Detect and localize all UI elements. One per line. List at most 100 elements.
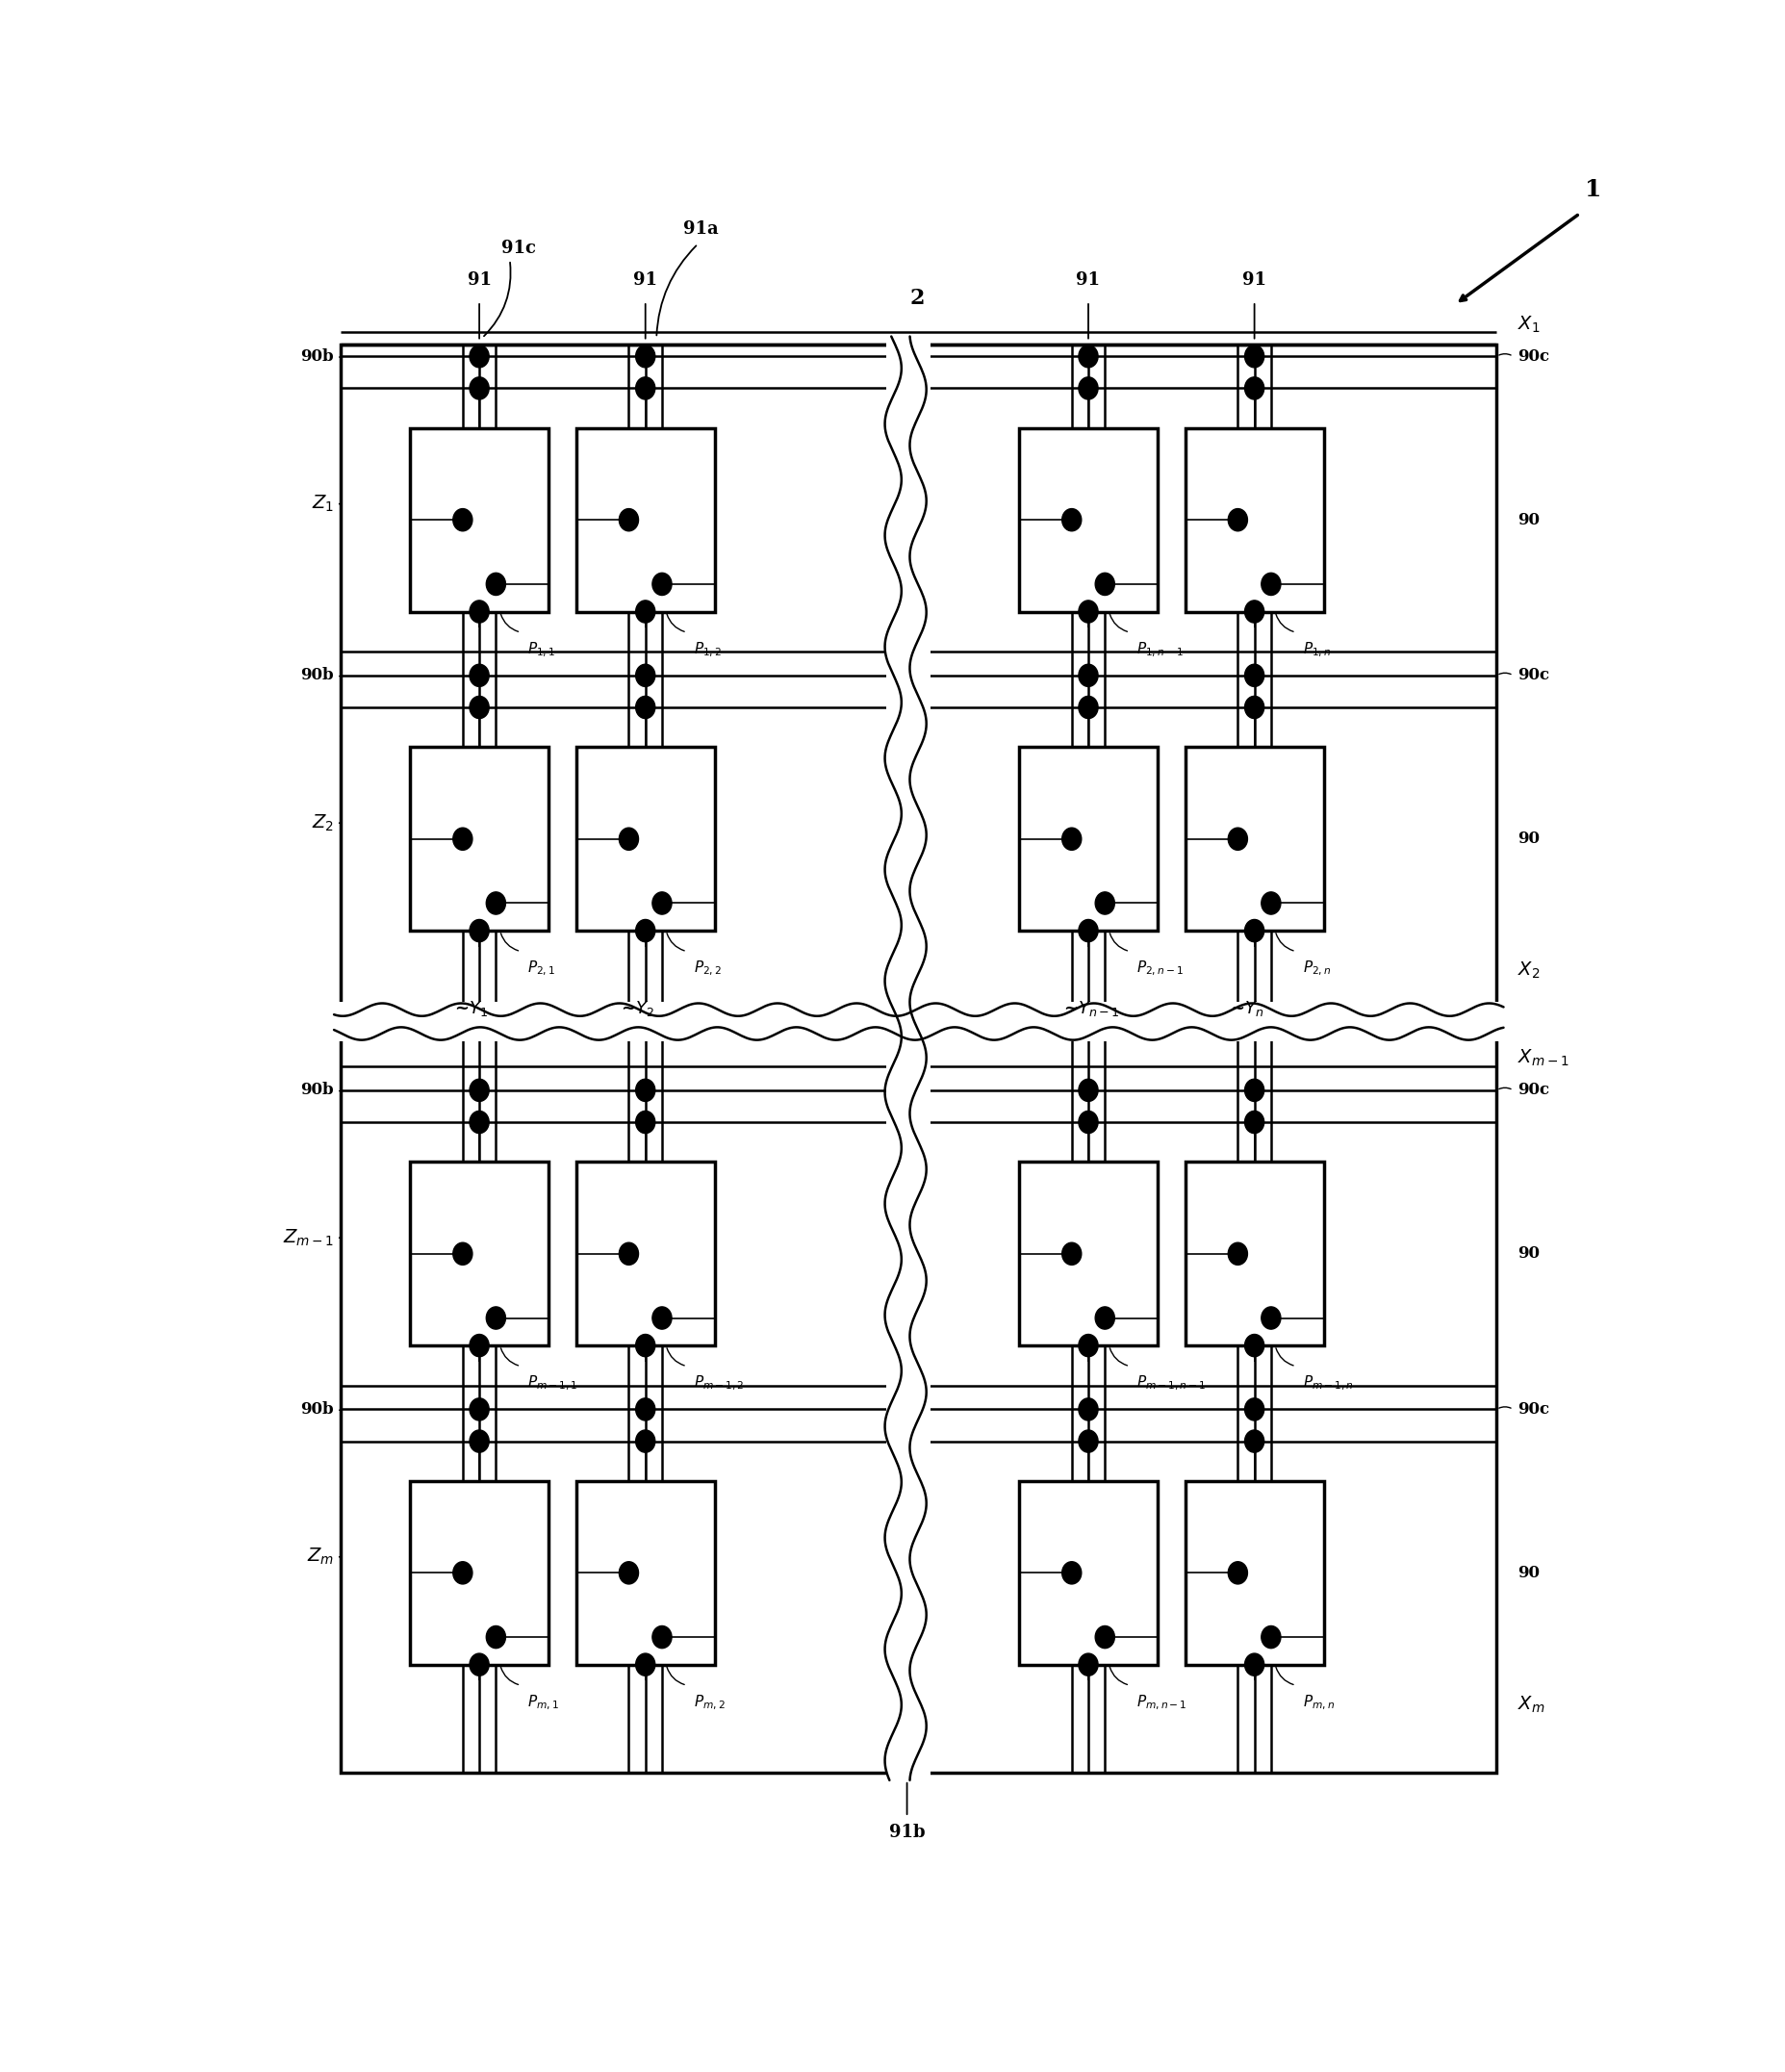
Circle shape: [1260, 1307, 1280, 1328]
Circle shape: [619, 1562, 639, 1583]
Circle shape: [1228, 1243, 1248, 1264]
Circle shape: [635, 696, 655, 719]
Circle shape: [1244, 696, 1264, 719]
Circle shape: [1260, 1627, 1280, 1647]
Circle shape: [1244, 665, 1264, 686]
Circle shape: [1062, 1243, 1082, 1264]
Text: 91: 91: [634, 271, 657, 288]
Text: $\mathit{P_{1,n}}$: $\mathit{P_{1,n}}$: [1303, 640, 1330, 659]
Circle shape: [469, 1430, 489, 1452]
Circle shape: [1260, 574, 1280, 595]
Text: 90: 90: [1517, 512, 1539, 528]
Text: $\mathit{P_{1,1}}$: $\mathit{P_{1,1}}$: [528, 640, 555, 659]
Text: $\mathit{P_{2,1}}$: $\mathit{P_{2,1}}$: [528, 959, 555, 978]
Bar: [341, 344, 1496, 1772]
Circle shape: [486, 1627, 505, 1647]
Circle shape: [1078, 1430, 1098, 1452]
Circle shape: [469, 601, 489, 624]
Text: $\mathit{X_m}$: $\mathit{X_m}$: [1517, 1695, 1544, 1716]
Text: 91: 91: [1076, 271, 1100, 288]
Circle shape: [469, 1399, 489, 1421]
Circle shape: [635, 1430, 655, 1452]
Circle shape: [635, 920, 655, 943]
Circle shape: [1244, 1430, 1264, 1452]
Circle shape: [635, 346, 655, 367]
Circle shape: [453, 1243, 471, 1264]
Circle shape: [1244, 920, 1264, 943]
Text: $\mathit{P_{2,n}}$: $\mathit{P_{2,n}}$: [1303, 959, 1330, 978]
Circle shape: [486, 574, 505, 595]
Bar: [577, 1162, 714, 1345]
Circle shape: [652, 1307, 671, 1328]
Text: 91: 91: [468, 271, 491, 288]
Text: 90: 90: [1517, 831, 1539, 847]
Text: $\mathit{P_{m-1,n-1}}$: $\mathit{P_{m-1,n-1}}$: [1137, 1374, 1207, 1392]
Circle shape: [619, 829, 639, 850]
Circle shape: [1244, 1653, 1264, 1676]
Circle shape: [486, 1307, 505, 1328]
Circle shape: [1078, 346, 1098, 367]
Text: 90c: 90c: [1517, 667, 1548, 684]
Text: $\mathit{Z_1}$: $\mathit{Z_1}$: [312, 493, 334, 514]
Bar: [577, 1481, 714, 1664]
Circle shape: [1094, 574, 1114, 595]
Text: 90c: 90c: [1517, 348, 1548, 365]
Circle shape: [1062, 829, 1082, 850]
Bar: [334, 1001, 1503, 1042]
Circle shape: [1244, 1334, 1264, 1357]
Bar: [411, 748, 548, 930]
Text: 90b: 90b: [300, 348, 334, 365]
Text: $\mathit{Z_m}$: $\mathit{Z_m}$: [307, 1546, 334, 1566]
Bar: [1019, 1481, 1157, 1664]
Bar: [577, 429, 714, 611]
Text: $\mathit{P_{m,n-1}}$: $\mathit{P_{m,n-1}}$: [1137, 1693, 1187, 1711]
Circle shape: [1062, 1562, 1082, 1583]
Text: ~$\mathit{Y_n}$: ~$\mathit{Y_n}$: [1228, 999, 1262, 1019]
Text: 2: 2: [909, 288, 925, 309]
Bar: [1019, 748, 1157, 930]
Bar: [1019, 429, 1157, 611]
Text: ~$\mathit{Y_2}$: ~$\mathit{Y_2}$: [619, 999, 653, 1019]
Circle shape: [453, 1562, 471, 1583]
Text: 90: 90: [1517, 1564, 1539, 1581]
Text: $\mathit{X_{m-1}}$: $\mathit{X_{m-1}}$: [1517, 1048, 1569, 1069]
Circle shape: [635, 1080, 655, 1102]
Circle shape: [635, 665, 655, 686]
Circle shape: [469, 1111, 489, 1133]
Circle shape: [1078, 1080, 1098, 1102]
Circle shape: [469, 696, 489, 719]
Bar: [1185, 429, 1323, 611]
Circle shape: [1228, 510, 1248, 530]
Circle shape: [1078, 696, 1098, 719]
Circle shape: [1094, 1307, 1114, 1328]
Bar: [1185, 1162, 1323, 1345]
Circle shape: [1094, 1627, 1114, 1647]
Circle shape: [635, 601, 655, 624]
Circle shape: [652, 1627, 671, 1647]
Circle shape: [1062, 510, 1082, 530]
Bar: [1185, 1481, 1323, 1664]
Circle shape: [1244, 1080, 1264, 1102]
Circle shape: [1078, 1653, 1098, 1676]
Text: 91a: 91a: [684, 220, 718, 238]
Text: 91: 91: [1242, 271, 1266, 288]
Circle shape: [1094, 893, 1114, 914]
Text: $\mathit{P_{2,2}}$: $\mathit{P_{2,2}}$: [693, 959, 721, 978]
Circle shape: [1244, 601, 1264, 624]
Bar: [577, 748, 714, 930]
Circle shape: [453, 829, 471, 850]
Text: $\mathit{P_{m-1,2}}$: $\mathit{P_{m-1,2}}$: [693, 1374, 744, 1392]
Bar: [411, 1481, 548, 1664]
Text: 91b: 91b: [889, 1823, 925, 1840]
Text: $\mathit{P_{2,n-1}}$: $\mathit{P_{2,n-1}}$: [1137, 959, 1183, 978]
Circle shape: [1078, 377, 1098, 400]
Circle shape: [1228, 829, 1248, 850]
Circle shape: [1078, 1111, 1098, 1133]
Circle shape: [1244, 1111, 1264, 1133]
Circle shape: [1244, 346, 1264, 367]
Circle shape: [652, 574, 671, 595]
Circle shape: [1078, 601, 1098, 624]
Circle shape: [469, 1080, 489, 1102]
Circle shape: [469, 1334, 489, 1357]
Circle shape: [635, 1334, 655, 1357]
